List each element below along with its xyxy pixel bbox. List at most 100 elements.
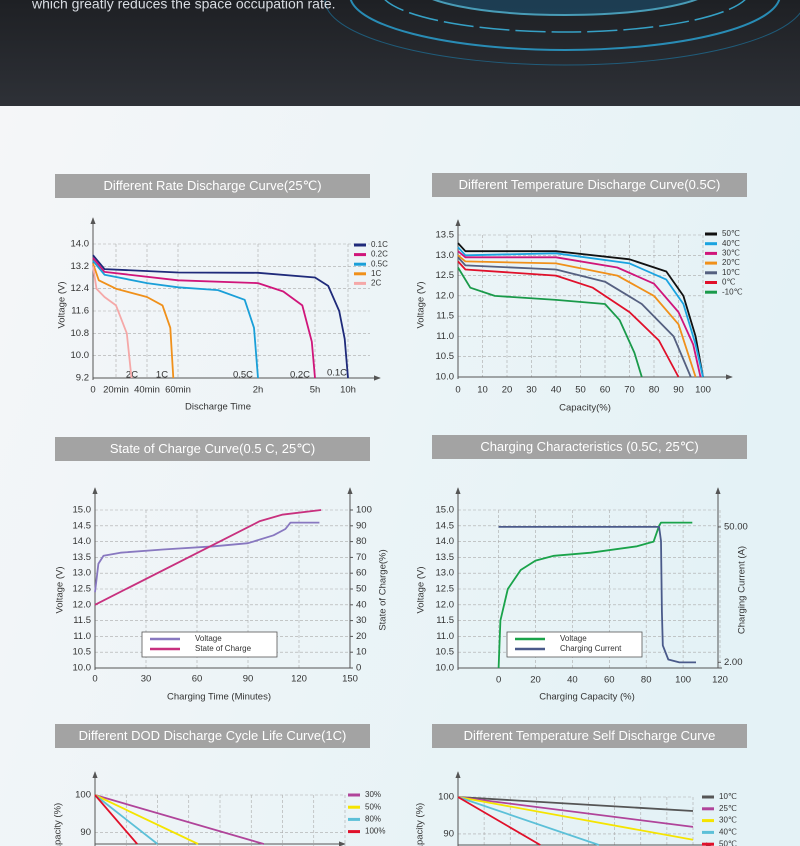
y-tick-label: 10.0: [73, 663, 92, 674]
y-tick-label: 12.4: [71, 283, 90, 294]
legend-label: State of Charge: [195, 644, 252, 653]
x-tick-label: 20: [502, 385, 513, 396]
x-tick-label: 120: [712, 675, 728, 686]
data-line: [457, 796, 694, 812]
x-tick-label: 90: [673, 385, 684, 396]
x-tick-label: 20min: [103, 385, 129, 396]
data-line: [457, 250, 702, 378]
data-line: [457, 796, 694, 828]
x-tick-label: 10: [477, 385, 488, 396]
x-tick-label: 30: [526, 385, 537, 396]
legend-box: [506, 631, 643, 658]
legend-label: 2C: [371, 279, 381, 288]
data-line: [92, 254, 349, 379]
x-axis-label: Capacity(%): [559, 403, 611, 414]
y-tick-label: 13.0: [436, 568, 455, 579]
x-tick-label: 60: [604, 675, 615, 686]
curve-label: 0.2C: [290, 370, 310, 381]
banner: which greatly reduces the space occupati…: [0, 0, 800, 106]
banner-text: which greatly reduces the space occupati…: [31, 0, 336, 12]
chart-title-bar: [55, 174, 370, 198]
y-tick-label: 14.5: [73, 520, 92, 531]
data-line: [94, 521, 320, 593]
y-tick-label: 12.0: [73, 599, 92, 610]
y2-tick-label: 80: [356, 536, 367, 547]
y-tick-label: 13.2: [71, 261, 90, 272]
chart-title: Different Temperature Discharge Curve(0.…: [459, 177, 721, 192]
x-axis-label: Discharge Time: [185, 402, 251, 413]
x-tick-label: 50: [575, 385, 586, 396]
y-tick-label: 11.5: [73, 615, 91, 626]
y2-tick-label: 10: [356, 647, 367, 658]
y-tick-label: 12.5: [436, 270, 455, 281]
x-tick-label: 70: [624, 385, 635, 396]
x-tick-label: 60min: [165, 385, 191, 396]
y-axis-label: Voltage (V): [416, 567, 427, 614]
x-tick-label: 0: [455, 385, 460, 396]
x-tick-label: 40: [567, 675, 578, 686]
data-line: [92, 257, 316, 379]
y-tick-label: 13.5: [436, 552, 455, 563]
y-axis-label: Voltage (V): [416, 282, 427, 329]
legend-label: Voltage: [195, 634, 222, 643]
legend-label: -10℃: [722, 287, 743, 296]
data-line: [457, 260, 680, 378]
data-line: [457, 796, 541, 846]
x-tick-label: 40min: [134, 385, 160, 396]
chart-title: Different DOD Discharge Cycle Life Curve…: [79, 728, 347, 743]
y-tick-label: 14.0: [71, 239, 90, 250]
legend-label: 10℃: [719, 792, 737, 801]
y2-tick-label: 0: [356, 663, 361, 674]
y-axis-label: Capacity (%): [415, 803, 426, 846]
data-line: [94, 509, 322, 606]
y-axis-label: Voltage (V): [55, 567, 66, 614]
data-line: [457, 796, 600, 846]
y2-tick-label: 40: [356, 599, 367, 610]
y-tick-label: 10.8: [71, 328, 90, 339]
legend-label: Charging Current: [560, 644, 622, 653]
x-tick-label: 80: [641, 675, 652, 686]
y-tick-label: 13.5: [73, 552, 92, 563]
chart: Different DOD Discharge Cycle Life Curve…: [53, 724, 385, 846]
chart: Different Rate Discharge Curve(25℃) 9.2 10…: [55, 174, 388, 413]
x-tick-label: 100: [675, 675, 691, 686]
x-tick-label: 90: [243, 674, 254, 685]
legend-label: 0.2C: [371, 250, 388, 259]
legend-label: 80%: [365, 815, 381, 824]
y-tick-label: 10.0: [436, 372, 455, 383]
background: [0, 106, 800, 846]
y-tick-label: 10.5: [436, 647, 455, 658]
chart-title-bar: [55, 437, 370, 461]
chart-title: Charging Characteristics (0.5C, 25℃): [480, 439, 698, 454]
y-tick-label: 10.0: [436, 663, 455, 674]
data-line: [92, 260, 259, 379]
legend-label: 30%: [365, 790, 381, 799]
legend-label: 10℃: [722, 268, 740, 277]
curve-label: 0.1C: [327, 368, 347, 379]
data-line: [498, 526, 696, 664]
y2-tick-label: 70: [356, 552, 367, 563]
y-tick-label: 14.0: [73, 536, 92, 547]
y-tick-label: 12.0: [436, 290, 455, 301]
legend-label: 40℃: [722, 239, 740, 248]
legend-label: 0.1C: [371, 240, 388, 249]
legend-label: 20℃: [722, 258, 740, 267]
curve-label: 1C: [156, 370, 168, 381]
y2-tick-label: 2.00: [724, 657, 743, 668]
y2-axis-label: Charging Current (A): [737, 546, 748, 634]
data-line: [94, 794, 138, 845]
y-tick-label: 12.5: [73, 584, 92, 595]
chart-title-bar: [432, 435, 747, 459]
y2-tick-label: 50: [356, 584, 367, 595]
y-tick-label: 11.0: [73, 631, 91, 642]
y-tick-label: 12.0: [436, 599, 455, 610]
legend-label: 40℃: [719, 828, 737, 837]
y-tick-label: 10.0: [71, 350, 90, 361]
legend-label: 0℃: [722, 278, 735, 287]
x-tick-label: 150: [342, 674, 358, 685]
legend-label: 25℃: [719, 804, 737, 813]
y-tick-label: 12.5: [436, 584, 455, 595]
y-tick-label: 100: [75, 790, 91, 801]
data-line: [457, 242, 704, 378]
